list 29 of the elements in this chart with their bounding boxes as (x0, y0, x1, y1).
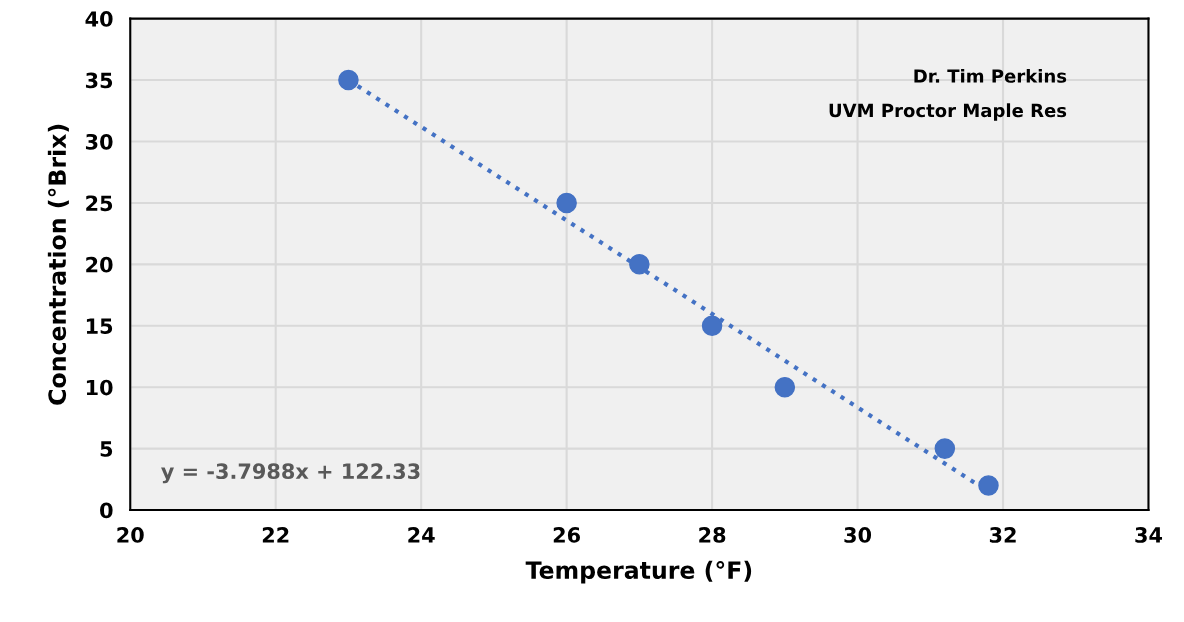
x-axis-title: Temperature (°F) (525, 560, 752, 584)
point (934, 438, 956, 459)
point (629, 254, 650, 275)
x-tick-label: 34 (1135, 527, 1163, 543)
y-tick-label: 10 (86, 379, 113, 396)
y-axis-title: Concentration (°Brix) (47, 124, 69, 405)
y-tick-label: 35 (85, 72, 113, 89)
y-tick-label: 40 (85, 11, 113, 27)
point (338, 69, 359, 91)
x-tick-label: 30 (844, 527, 872, 543)
y-tick-label: 25 (86, 195, 113, 212)
x-tick-label: 22 (262, 527, 289, 543)
annotation: y = -3.7988x + 122.33 (161, 463, 420, 484)
x-tick-label: 28 (699, 527, 726, 543)
x-tick-label: 24 (408, 527, 435, 543)
point (978, 475, 999, 496)
y-tick-label: 5 (100, 441, 113, 457)
x-tick-label: 32 (989, 527, 1016, 543)
y-tick-label: 30 (85, 133, 113, 150)
y-tick-label: 15 (86, 318, 113, 334)
point (774, 376, 796, 398)
x-tick-label: 26 (553, 527, 580, 543)
x-tick-label: 20 (117, 527, 144, 543)
point (701, 315, 723, 337)
y-tick-label: 20 (86, 256, 113, 273)
point (556, 192, 577, 214)
annotation: Dr. Tim Perkins (914, 68, 1067, 83)
y-tick-label: 0 (100, 502, 113, 519)
annotation: UVM Proctor Maple Res (829, 103, 1067, 121)
